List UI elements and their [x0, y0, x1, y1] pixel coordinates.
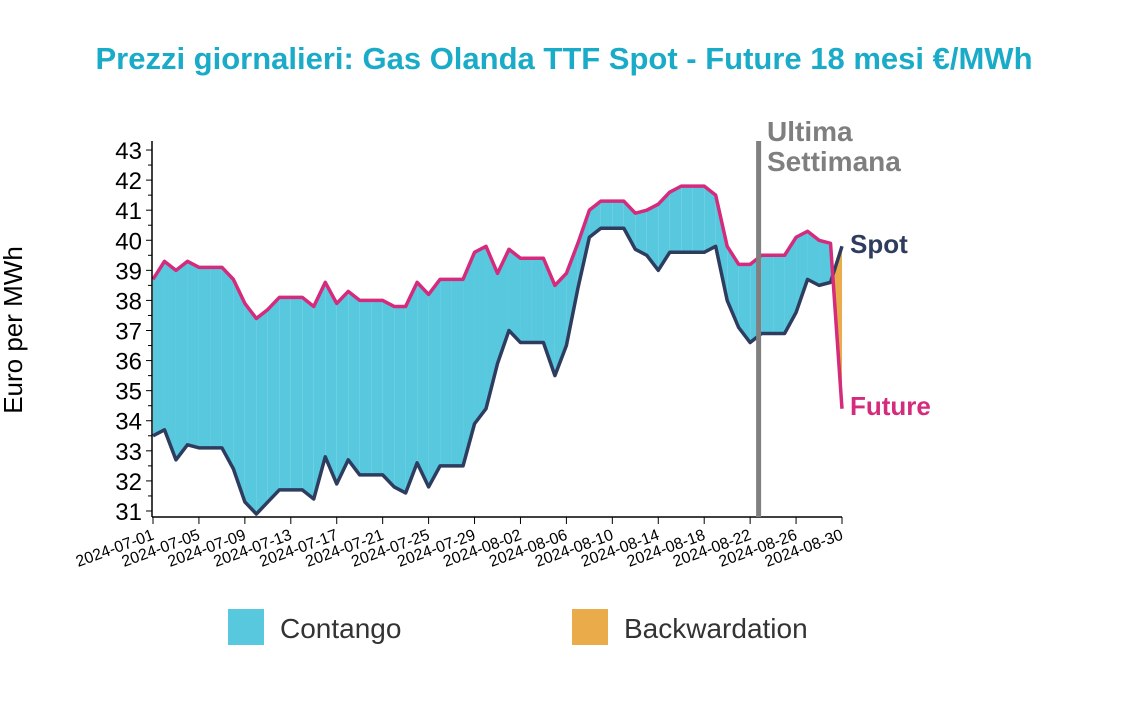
contango-area: [348, 291, 360, 475]
legend-swatch-contango: [228, 609, 264, 645]
contango-area: [658, 192, 670, 271]
contango-area: [704, 186, 716, 253]
x-ticks: 2024-07-012024-07-052024-07-092024-07-13…: [74, 517, 845, 571]
contango-area: [302, 297, 314, 499]
contango-area: [796, 231, 808, 313]
contango-area: [313, 282, 326, 499]
contango-area: [279, 297, 291, 490]
contango-area: [233, 279, 245, 502]
future-line: [151, 184, 844, 409]
contango-area: [738, 264, 751, 343]
contango-area: [451, 279, 464, 466]
contango-area: [417, 282, 429, 487]
contango-area: [600, 201, 613, 229]
y-tick-label: 35: [115, 379, 142, 406]
y-ticks: 31 32 33 34 35 36 37 38 39 40 41 42 43: [115, 138, 152, 526]
contango-area: [807, 231, 820, 286]
contango-area: [428, 279, 441, 487]
contango-area: [635, 210, 647, 256]
y-tick-label: 41: [115, 198, 142, 225]
axes: [151, 141, 842, 518]
contango-area: [267, 297, 280, 502]
legend: Contango Backwardation: [228, 609, 808, 645]
contango-area: [784, 237, 797, 334]
contango-area: [325, 282, 337, 484]
series-lines: [151, 184, 844, 516]
y-tick-label: 43: [115, 138, 142, 165]
contango-area: [382, 300, 395, 487]
contango-area: [508, 249, 521, 343]
contango-area: [256, 309, 268, 514]
contango-area: [669, 186, 682, 253]
spot-series-label: Spot: [850, 229, 908, 259]
y-tick-label: 36: [115, 349, 142, 376]
contango-area: [175, 261, 188, 460]
spread-fills: [153, 186, 842, 514]
contango-area: [773, 255, 785, 334]
future-series-label: Future: [850, 391, 931, 421]
contango-area: [187, 261, 199, 448]
contango-area: [623, 201, 636, 250]
chart-title: Prezzi giornalieri: Gas Olanda TTF Spot …: [95, 41, 1032, 76]
y-tick-label: 34: [115, 409, 142, 436]
contango-area: [198, 267, 211, 448]
y-axis-label: Euro per MWh: [0, 246, 28, 414]
legend-label-backwardation: Backwardation: [624, 613, 808, 644]
contango-area: [359, 300, 372, 475]
legend-label-contango: Contango: [280, 613, 401, 644]
legend-swatch-backwardation: [572, 609, 608, 645]
y-tick-label: 37: [115, 319, 142, 346]
contango-area: [221, 267, 234, 469]
contango-area: [646, 204, 659, 271]
contango-area: [715, 195, 728, 301]
contango-area: [819, 240, 831, 286]
contango-area: [463, 252, 475, 466]
contango-area: [681, 186, 693, 253]
y-tick-label: 39: [115, 258, 142, 285]
y-tick-label: 42: [115, 168, 142, 195]
contango-area: [589, 201, 601, 238]
y-tick-label: 32: [115, 469, 142, 496]
spot-line: [152, 226, 844, 516]
contango-area: [727, 246, 739, 328]
contango-area: [244, 303, 257, 514]
contango-area: [692, 186, 705, 253]
contango-area: [371, 300, 383, 475]
contango-area: [210, 267, 222, 448]
y-tick-label: 38: [115, 288, 142, 315]
contango-area: [336, 291, 349, 484]
contango-area: [531, 258, 544, 343]
contango-area: [153, 261, 165, 436]
last-week-label-line1: Ultima: [767, 116, 853, 147]
y-tick-label: 33: [115, 439, 142, 466]
contango-area: [405, 282, 418, 493]
contango-area: [520, 258, 532, 343]
contango-area: [474, 246, 487, 424]
contango-area: [290, 297, 303, 490]
last-week-label-line2: Settimana: [767, 146, 901, 177]
contango-area: [164, 261, 176, 460]
contango-area: [440, 279, 452, 466]
y-tick-label: 31: [115, 499, 142, 526]
y-tick-label: 40: [115, 228, 142, 255]
contango-area: [612, 201, 624, 229]
contango-area: [761, 255, 774, 334]
contango-area: [394, 306, 406, 493]
